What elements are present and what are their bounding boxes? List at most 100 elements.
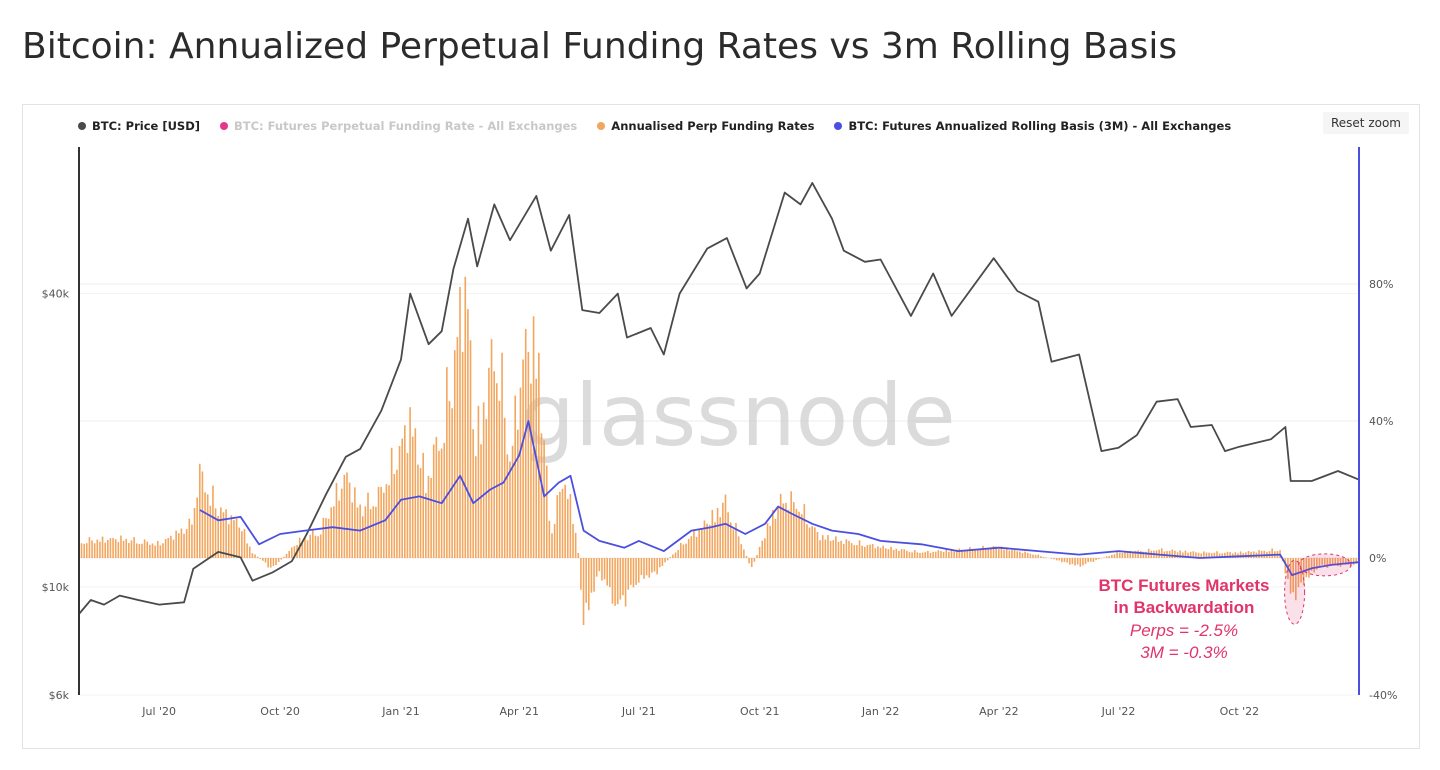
funding-bar xyxy=(832,540,835,558)
funding-bar xyxy=(1305,558,1308,578)
funding-bar xyxy=(924,552,927,558)
funding-bar xyxy=(1124,551,1126,558)
funding-bar xyxy=(814,527,816,558)
funding-bar xyxy=(288,550,290,558)
funding-bar xyxy=(711,509,714,558)
funding-bar xyxy=(275,558,277,566)
funding-bar xyxy=(438,450,440,558)
funding-bar xyxy=(937,550,940,558)
funding-bar xyxy=(314,535,317,558)
funding-bar xyxy=(927,550,929,558)
funding-bar xyxy=(903,549,905,558)
funding-bar xyxy=(464,276,467,558)
funding-bar xyxy=(1037,554,1040,558)
reset-zoom-button[interactable]: Reset zoom xyxy=(1322,112,1409,134)
funding-bar xyxy=(461,351,464,558)
funding-bar xyxy=(1063,558,1066,562)
funding-bar xyxy=(827,535,829,558)
funding-bar xyxy=(1045,557,1047,558)
funding-bar xyxy=(842,543,845,558)
funding-bar xyxy=(719,517,722,558)
funding-bar xyxy=(222,512,225,558)
funding-bar xyxy=(1097,558,1100,560)
funding-bar xyxy=(982,545,984,558)
legend-item-annualised-perp-funding[interactable]: Annualised Perp Funding Rates xyxy=(597,119,814,133)
legend-item-perp-funding-rate[interactable]: BTC: Futures Perpetual Funding Rate - Al… xyxy=(220,119,577,133)
funding-bar xyxy=(819,540,821,558)
left-axis-tick-label: $6k xyxy=(49,689,70,702)
funding-bar xyxy=(120,535,122,558)
funding-bar xyxy=(1019,551,1021,558)
funding-bar xyxy=(509,461,511,558)
funding-bar xyxy=(745,555,748,558)
funding-bar xyxy=(648,558,651,578)
funding-bar xyxy=(1337,558,1339,567)
funding-bar xyxy=(319,534,322,558)
funding-bar xyxy=(80,543,83,558)
funding-bar xyxy=(435,436,438,558)
funding-bar xyxy=(740,544,743,558)
funding-bar xyxy=(1011,549,1013,558)
funding-bar xyxy=(227,524,230,558)
funding-bar xyxy=(929,552,932,558)
funding-bar xyxy=(1184,550,1187,558)
legend-item-rolling-basis-3m[interactable]: BTC: Futures Annualized Rolling Basis (3… xyxy=(834,119,1231,133)
funding-bar xyxy=(1331,558,1334,566)
funding-bar xyxy=(1229,552,1231,558)
funding-bar xyxy=(637,558,640,583)
annotation-ellipse xyxy=(1284,559,1306,625)
funding-bar xyxy=(367,492,369,558)
funding-bar xyxy=(1310,558,1313,571)
x-axis-tick-label: Apr '22 xyxy=(979,705,1019,718)
funding-bar xyxy=(821,535,824,558)
funding-bar xyxy=(251,553,254,558)
funding-bar xyxy=(1195,552,1197,558)
funding-bar xyxy=(101,536,104,558)
funding-bar xyxy=(590,558,593,593)
funding-bar xyxy=(748,558,750,564)
funding-bar xyxy=(619,558,622,600)
funding-bar xyxy=(1258,550,1260,558)
funding-bar xyxy=(293,546,296,558)
chart-plot[interactable]: glassnode $6k $10k $40k -40% 0% 40% 80% Jul '20… xyxy=(23,105,1419,748)
legend-dot xyxy=(834,122,843,130)
legend-dot xyxy=(220,122,228,130)
funding-bar xyxy=(1134,550,1137,558)
funding-bar xyxy=(1034,554,1037,558)
funding-bar xyxy=(372,506,375,558)
legend-label: Annualised Perp Funding Rates xyxy=(611,119,815,133)
funding-bar xyxy=(125,538,128,558)
funding-bar xyxy=(850,543,853,558)
funding-bar xyxy=(545,465,548,558)
funding-bar xyxy=(1050,558,1053,559)
funding-bar xyxy=(469,340,472,558)
funding-bar xyxy=(787,509,790,558)
funding-bar xyxy=(501,352,503,558)
funding-bar xyxy=(690,536,693,558)
funding-bar xyxy=(1053,558,1055,560)
funding-bar xyxy=(1234,552,1237,558)
funding-bar xyxy=(1339,558,1342,567)
funding-bar xyxy=(1300,558,1302,583)
funding-bar xyxy=(1321,558,1323,565)
funding-bar xyxy=(83,543,85,558)
funding-bar xyxy=(966,550,969,558)
funding-bar xyxy=(863,546,866,558)
funding-bar xyxy=(808,527,811,558)
funding-bar xyxy=(338,500,340,558)
funding-bar xyxy=(1084,558,1087,564)
funding-bar xyxy=(1108,556,1111,558)
funding-bar xyxy=(154,545,156,558)
funding-bar xyxy=(950,549,953,558)
funding-bar xyxy=(430,477,432,558)
funding-bar xyxy=(1090,558,1092,562)
funding-bar xyxy=(882,545,884,558)
funding-bar xyxy=(506,454,509,558)
funding-bar xyxy=(532,316,535,558)
funding-bar xyxy=(766,523,769,558)
funding-bar xyxy=(743,549,745,558)
funding-bar xyxy=(1118,552,1121,558)
annotation-line-3: Perps = -2.5% xyxy=(1130,621,1238,640)
funding-bar xyxy=(335,482,338,558)
legend-item-btc-price[interactable]: BTC: Price [USD] xyxy=(78,119,200,133)
